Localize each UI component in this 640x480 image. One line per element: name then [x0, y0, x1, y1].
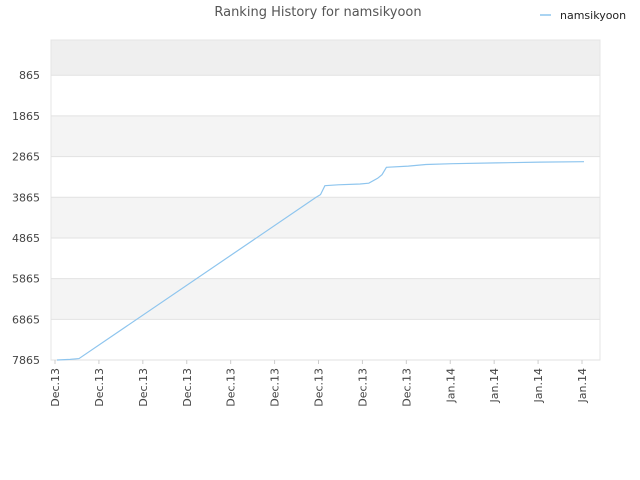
- y-tick-label: 1865: [12, 110, 40, 123]
- x-tick-label: Dec.13: [269, 368, 282, 407]
- y-tick-label: 865: [19, 69, 40, 82]
- x-axis-ticks: Dec.13 Dec.13 Dec.13 Dec.13 Dec.13 Dec.13 Dec.…: [49, 360, 589, 407]
- y-tick-label: 3865: [12, 191, 40, 204]
- plot-band: [51, 197, 600, 238]
- legend: namsikyoon: [540, 9, 626, 22]
- plot-band: [51, 40, 600, 76]
- plot-band: [51, 237, 600, 279]
- x-tick-label: Jan.14: [532, 368, 545, 403]
- x-tick-label: Jan.14: [488, 368, 501, 403]
- plot-band: [51, 156, 600, 198]
- y-tick-label: 7865: [12, 354, 40, 367]
- plot-band: [51, 278, 600, 320]
- x-tick-label: Dec.13: [313, 368, 326, 407]
- x-tick-label: Dec.13: [49, 368, 62, 407]
- plot-band: [51, 115, 600, 157]
- x-tick-label: Dec.13: [400, 368, 413, 407]
- y-tick-label: 2865: [12, 151, 40, 164]
- y-tick-label: 5865: [12, 273, 40, 286]
- x-tick-label: Jan.14: [576, 368, 589, 403]
- legend-label: namsikyoon: [560, 9, 626, 22]
- x-tick-label: Dec.13: [225, 368, 238, 407]
- y-tick-label: 6865: [12, 313, 40, 326]
- x-tick-label: Dec.13: [181, 368, 194, 407]
- y-axis-ticks: 865 1865 2865 3865 4865 5865 6865 7865: [12, 69, 600, 367]
- x-tick-label: Dec.13: [137, 368, 150, 407]
- series-line-namsikyoon: [56, 161, 585, 361]
- x-tick-label: Jan.14: [444, 368, 457, 403]
- plot-band: [51, 75, 600, 116]
- plot-band: [51, 319, 600, 360]
- plot-bands: [51, 40, 600, 360]
- chart-title: Ranking History for namsikyoon: [214, 5, 421, 20]
- x-tick-label: Dec.13: [356, 368, 369, 407]
- y-tick-label: 4865: [12, 232, 40, 245]
- series-layer: [56, 161, 585, 361]
- x-tick-label: Dec.13: [93, 368, 106, 407]
